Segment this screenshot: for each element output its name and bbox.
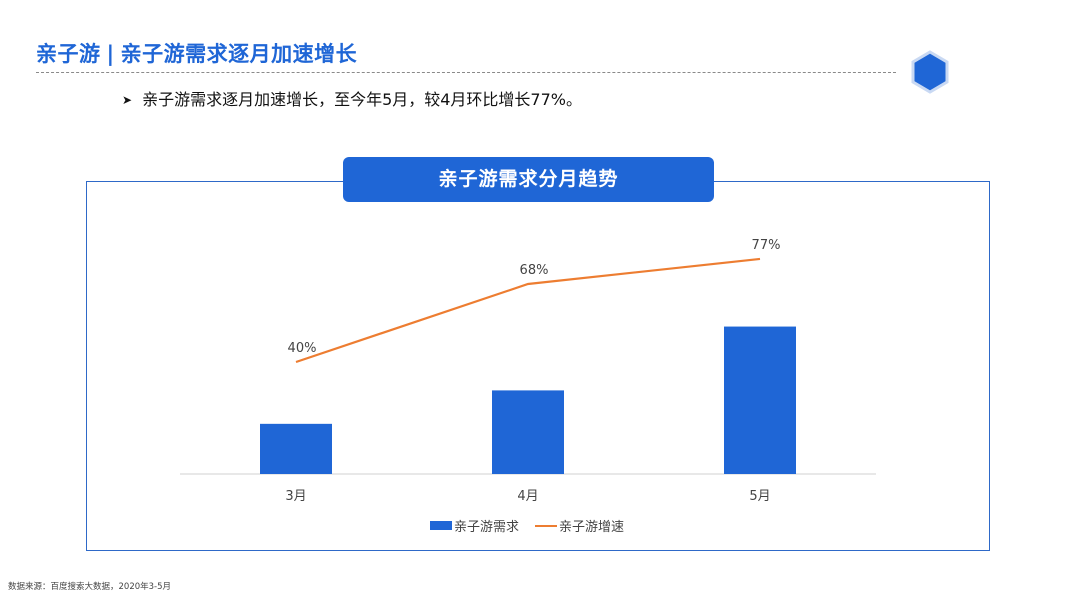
chart-frame [86,181,990,551]
title-separator: | [106,42,115,66]
legend-label-growth: 亲子游增速 [559,520,625,535]
legend-label-demand: 亲子游需求 [454,520,520,535]
title-headline: 亲子游需求逐月加速增长 [120,42,358,66]
page-title: 亲子游 | 亲子游需求逐月加速增长 [36,38,357,68]
title-topic: 亲子游 [36,42,101,66]
chart-title: 亲子游需求分月趋势 [343,157,714,202]
legend-swatch-line [535,524,558,527]
data-source: 数据来源：百度搜索大数据，2020年3-5月 [8,582,172,592]
chart-legend: 亲子游需求 亲子游增速 [430,516,624,535]
summary-bullet: ➤ 亲子游需求逐月加速增长，至今年5月，较4月环比增长77%。 [122,86,582,110]
arrow-right-icon: ➤ [122,93,133,107]
summary-text: 亲子游需求逐月加速增长，至今年5月，较4月环比增长77%。 [142,90,582,109]
hexagon-icon [911,50,949,94]
legend-swatch-bar [430,521,452,530]
title-divider [36,72,896,73]
